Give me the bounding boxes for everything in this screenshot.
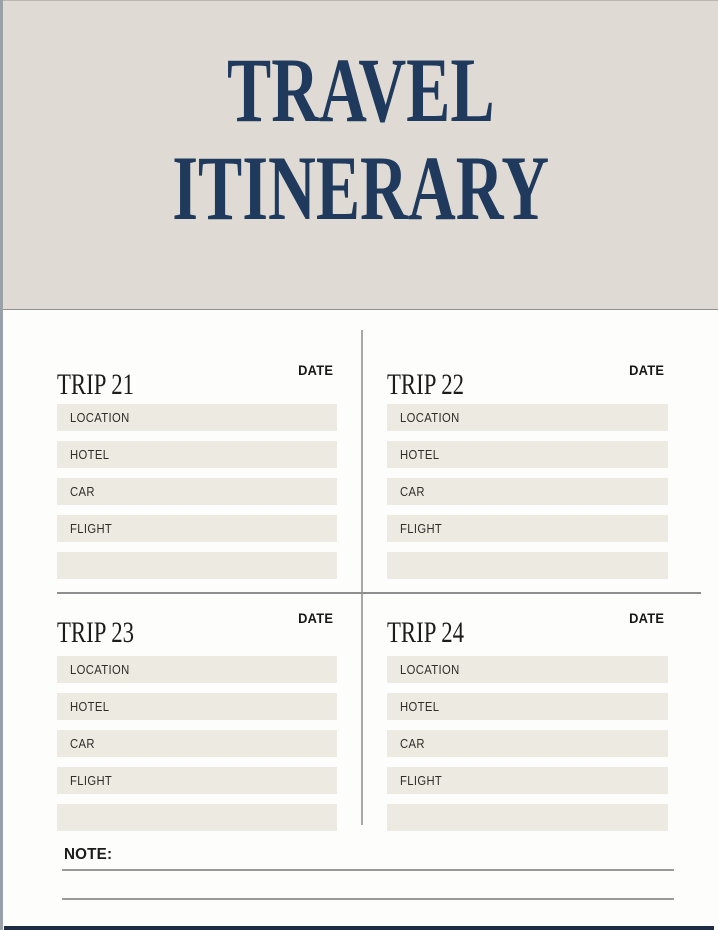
field-extra[interactable]	[387, 804, 668, 831]
trip-section-23: TRIP 23 DATE LOCATION HOTEL CAR FLIGHT	[57, 603, 337, 841]
page-title-line1: TRAVEL	[226, 39, 495, 141]
field-label: LOCATION	[400, 410, 460, 425]
column-divider	[361, 330, 363, 825]
section-divider	[57, 592, 701, 594]
trip-header: TRIP 24 DATE	[387, 603, 668, 656]
field-car[interactable]: CAR	[57, 730, 337, 757]
field-label: LOCATION	[70, 410, 130, 425]
field-label: HOTEL	[70, 699, 110, 714]
field-label: FLIGHT	[70, 773, 113, 788]
page-header: TRAVEL ITINERARY	[3, 0, 718, 310]
trip-header: TRIP 21 DATE	[57, 355, 337, 404]
field-extra[interactable]	[57, 804, 337, 831]
field-label: FLIGHT	[400, 773, 443, 788]
field-extra[interactable]	[57, 552, 337, 579]
field-extra[interactable]	[387, 552, 668, 579]
field-location[interactable]: LOCATION	[57, 656, 337, 683]
field-label: HOTEL	[400, 447, 440, 462]
field-car[interactable]: CAR	[57, 478, 337, 505]
field-label: HOTEL	[70, 447, 110, 462]
trip-header: TRIP 23 DATE	[57, 603, 337, 656]
field-hotel[interactable]: HOTEL	[57, 693, 337, 720]
trip-header: TRIP 22 DATE	[387, 355, 668, 404]
field-label: FLIGHT	[400, 521, 443, 536]
trip-title: TRIP 24	[387, 616, 465, 649]
field-flight[interactable]: FLIGHT	[57, 767, 337, 794]
trip-title: TRIP 23	[57, 616, 135, 649]
field-label: LOCATION	[70, 662, 130, 677]
trip-section-22: TRIP 22 DATE LOCATION HOTEL CAR FLIGHT	[387, 355, 668, 589]
field-label: CAR	[400, 736, 425, 751]
field-label: CAR	[70, 484, 95, 499]
trip-title: TRIP 22	[387, 368, 465, 401]
trip-section-21: TRIP 21 DATE LOCATION HOTEL CAR FLIGHT	[57, 355, 337, 589]
date-label: DATE	[628, 362, 664, 378]
field-car[interactable]: CAR	[387, 730, 668, 757]
date-label: DATE	[628, 610, 664, 626]
note-line-2[interactable]	[62, 898, 674, 900]
bottom-accent-bar	[4, 926, 714, 930]
field-flight[interactable]: FLIGHT	[387, 515, 668, 542]
field-label: FLIGHT	[70, 521, 113, 536]
field-location[interactable]: LOCATION	[57, 404, 337, 431]
field-label: CAR	[400, 484, 425, 499]
field-hotel[interactable]: HOTEL	[387, 441, 668, 468]
field-label: CAR	[70, 736, 95, 751]
page-title-line2: ITINERARY	[172, 137, 549, 239]
field-location[interactable]: LOCATION	[387, 656, 668, 683]
field-hotel[interactable]: HOTEL	[387, 693, 668, 720]
field-hotel[interactable]: HOTEL	[57, 441, 337, 468]
field-label: HOTEL	[400, 699, 440, 714]
trip-section-24: TRIP 24 DATE LOCATION HOTEL CAR FLIGHT	[387, 603, 668, 841]
page-edge-strip	[0, 0, 3, 930]
trip-title: TRIP 21	[57, 368, 135, 401]
field-flight[interactable]: FLIGHT	[57, 515, 337, 542]
date-label: DATE	[297, 610, 333, 626]
field-flight[interactable]: FLIGHT	[387, 767, 668, 794]
note-line-1[interactable]	[62, 869, 674, 871]
field-label: LOCATION	[400, 662, 460, 677]
note-label: NOTE:	[64, 846, 113, 863]
field-car[interactable]: CAR	[387, 478, 668, 505]
date-label: DATE	[297, 362, 333, 378]
field-location[interactable]: LOCATION	[387, 404, 668, 431]
